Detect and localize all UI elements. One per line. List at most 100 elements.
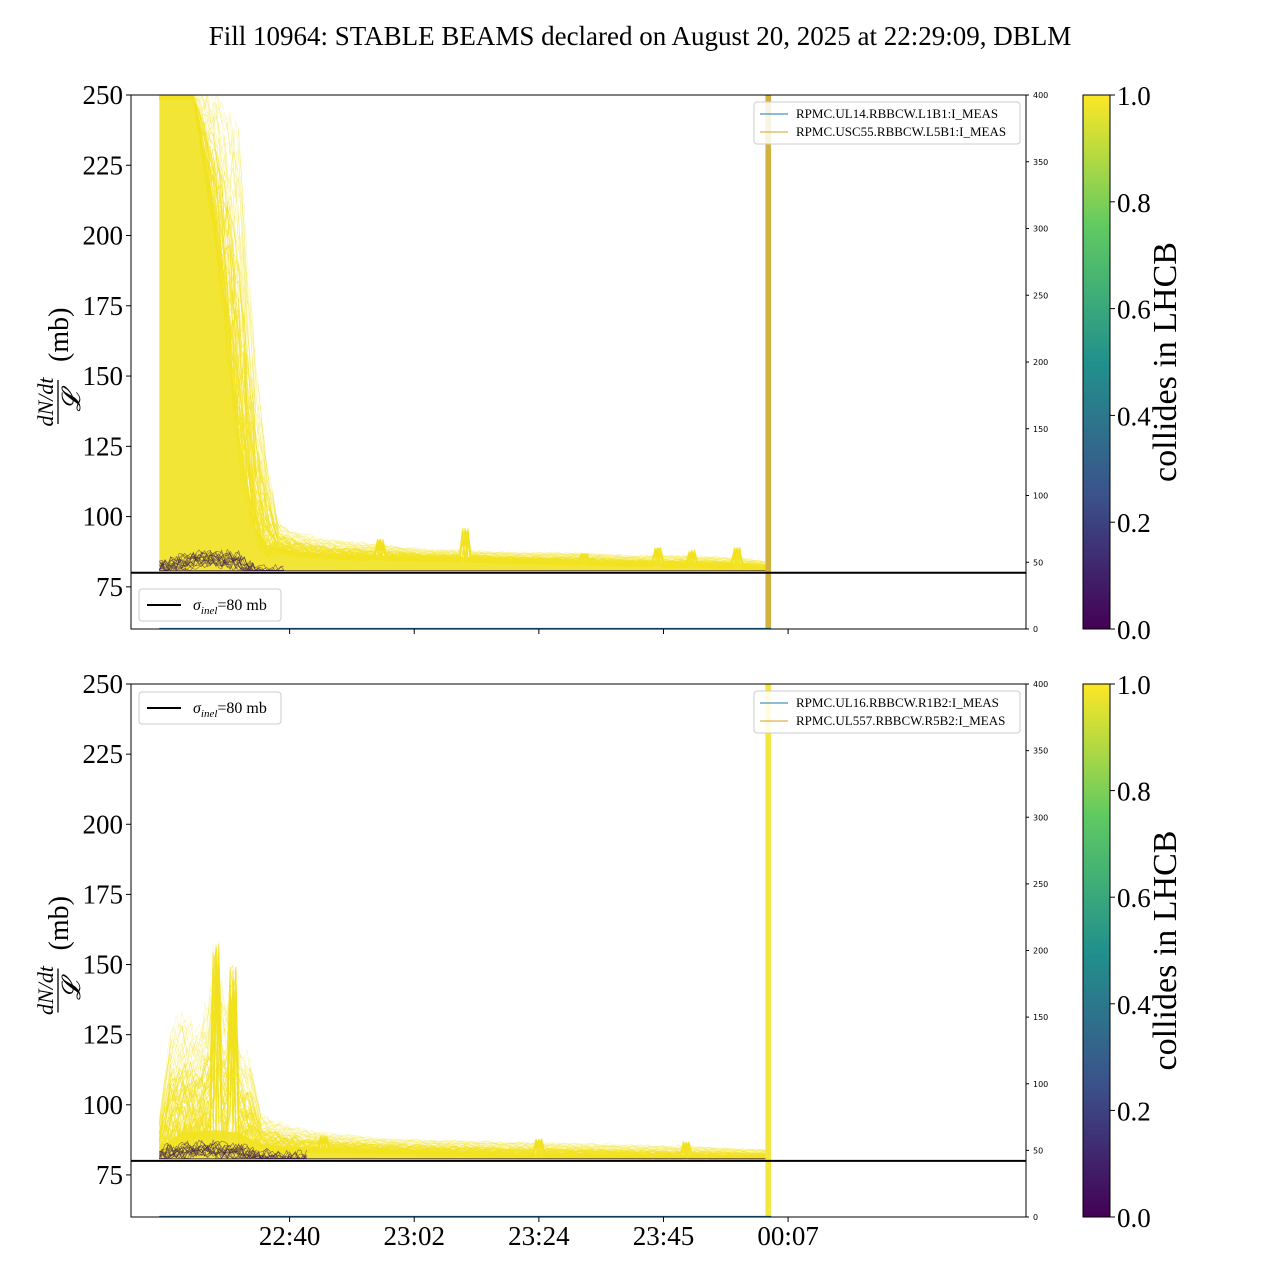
plot-area bbox=[158, 684, 772, 1217]
trace-line bbox=[159, 983, 766, 1153]
dark-traces bbox=[158, 1139, 766, 1160]
trace-line bbox=[159, 96, 766, 568]
y2-tick-label: 50 bbox=[1033, 1146, 1043, 1155]
y-label-unit: (mb) bbox=[44, 896, 75, 950]
sigma-inel-legend-label: σinel=80 mb bbox=[193, 597, 267, 617]
y-label-numerator: dN/dt bbox=[33, 965, 58, 1015]
y-tick-label: 100 bbox=[83, 502, 124, 532]
colorbar-gradient bbox=[1082, 94, 1111, 630]
trace-line bbox=[159, 95, 766, 563]
y-label-unit: (mb) bbox=[44, 308, 75, 362]
trace-core bbox=[159, 95, 766, 572]
trace-bundle bbox=[159, 95, 766, 572]
legend-entry: RPMC.USC55.RBBCW.L5B1:I_MEAS bbox=[796, 124, 1006, 139]
plot-area bbox=[158, 95, 772, 629]
trace-line bbox=[159, 980, 766, 1154]
y2-tick-label: 250 bbox=[1033, 880, 1048, 889]
trace-line bbox=[159, 966, 766, 1152]
current-legend: RPMC.UL16.RBBCW.R1B2:I_MEAS RPMC.UL557.RB… bbox=[753, 690, 1021, 734]
trace-line bbox=[159, 96, 766, 567]
y-tick-label: 75 bbox=[96, 572, 123, 602]
dark-trace-line bbox=[159, 1144, 307, 1160]
trace-line bbox=[159, 95, 766, 563]
colorbar-tick-label: 0.2 bbox=[1117, 508, 1151, 538]
trace-line bbox=[158, 973, 766, 1155]
trace-line bbox=[159, 96, 766, 568]
y2-tick-label: 150 bbox=[1033, 1013, 1048, 1022]
y-tick-label: 125 bbox=[83, 1020, 124, 1050]
legend-box bbox=[138, 691, 282, 725]
trace-line bbox=[159, 97, 766, 569]
y2-tick-label: 0 bbox=[1033, 625, 1038, 634]
legend-box bbox=[753, 101, 1021, 145]
colorbar-label: collides in LHCB bbox=[1147, 242, 1184, 482]
trace-line bbox=[159, 96, 766, 567]
trace-line bbox=[159, 954, 766, 1155]
trace-line bbox=[159, 95, 766, 566]
y2-tick-label: 300 bbox=[1033, 813, 1048, 822]
y2-tick-label: 100 bbox=[1033, 1080, 1048, 1089]
trace-line bbox=[159, 960, 766, 1155]
colorbar-tick-label: 0.0 bbox=[1117, 1203, 1151, 1233]
y-axis-label: dN/dt 𝓛(mb) bbox=[33, 308, 86, 427]
y-tick-label: 225 bbox=[83, 739, 124, 769]
y-tick-label: 150 bbox=[83, 361, 124, 391]
end-band bbox=[765, 95, 772, 629]
trace-bundle bbox=[158, 942, 766, 1161]
y2-tick-label: 400 bbox=[1033, 91, 1048, 100]
y2-tick-label: 350 bbox=[1033, 158, 1048, 167]
y2-tick-label: 50 bbox=[1033, 558, 1043, 567]
trace-line bbox=[159, 95, 766, 564]
figure-title: Fill 10964: STABLE BEAMS declared on Aug… bbox=[209, 21, 1072, 51]
y-tick-label: 250 bbox=[83, 80, 124, 110]
legend-entry: RPMC.UL14.RBBCW.L1B1:I_MEAS bbox=[796, 106, 998, 121]
trace-line bbox=[159, 96, 766, 568]
colorbar-tick-label: 0.8 bbox=[1117, 188, 1151, 218]
trace-line bbox=[159, 95, 766, 565]
trace-line bbox=[159, 980, 766, 1153]
colorbar-label: collides in LHCB bbox=[1147, 831, 1184, 1071]
trace-line bbox=[159, 95, 766, 563]
trace-line bbox=[159, 946, 766, 1152]
current-legend: RPMC.UL14.RBBCW.L1B1:I_MEAS RPMC.USC55.RB… bbox=[753, 101, 1021, 145]
trace-line bbox=[159, 95, 766, 565]
trace-line bbox=[159, 95, 766, 565]
legend-box bbox=[138, 588, 282, 622]
y2-tick-label: 350 bbox=[1033, 747, 1048, 756]
trace-line bbox=[158, 986, 766, 1159]
trace-line bbox=[158, 1010, 766, 1159]
colorbar-tick-label: 1.0 bbox=[1117, 81, 1151, 111]
sigma-legend: σinel=80 mb bbox=[138, 588, 282, 622]
dark-traces bbox=[158, 548, 766, 572]
colorbar-tick-label: 0.2 bbox=[1117, 1096, 1151, 1126]
top-colorbar: 0.0 0.2 0.4 0.6 0.8 1.0 collides in LHCB bbox=[1082, 81, 1184, 645]
trace-line bbox=[159, 95, 766, 566]
trace-line bbox=[159, 96, 766, 567]
legend-entry: RPMC.UL557.RBBCW.R5B2:I_MEAS bbox=[796, 713, 1005, 728]
trace-line bbox=[159, 95, 766, 564]
y-tick-label: 250 bbox=[83, 669, 124, 699]
trace-line bbox=[159, 1008, 766, 1154]
trace-line bbox=[159, 95, 766, 565]
x-tick-label: 23:24 bbox=[508, 1221, 570, 1251]
y2-tick-label: 200 bbox=[1033, 358, 1048, 367]
x-tick-label: 23:45 bbox=[633, 1221, 695, 1251]
trace-line bbox=[159, 95, 766, 565]
y2-tick-label: 100 bbox=[1033, 492, 1048, 501]
sigma-inel-legend-label: σinel=80 mb bbox=[193, 700, 267, 720]
y-tick-label: 200 bbox=[83, 809, 124, 839]
trace-line bbox=[159, 942, 766, 1154]
y-tick-label: 225 bbox=[83, 150, 124, 180]
trace-line bbox=[159, 97, 766, 568]
trace-line bbox=[159, 96, 766, 567]
colorbar-tick-label: 1.0 bbox=[1117, 670, 1151, 700]
trace-line bbox=[159, 95, 766, 563]
x-tick-label: 23:02 bbox=[383, 1221, 445, 1251]
trace-line bbox=[159, 96, 766, 568]
trace-line bbox=[159, 947, 766, 1153]
y-tick-label: 200 bbox=[83, 221, 124, 251]
trace-line bbox=[159, 962, 766, 1154]
colorbar-gradient bbox=[1082, 683, 1111, 1218]
x-tick-label: 00:07 bbox=[757, 1221, 819, 1251]
